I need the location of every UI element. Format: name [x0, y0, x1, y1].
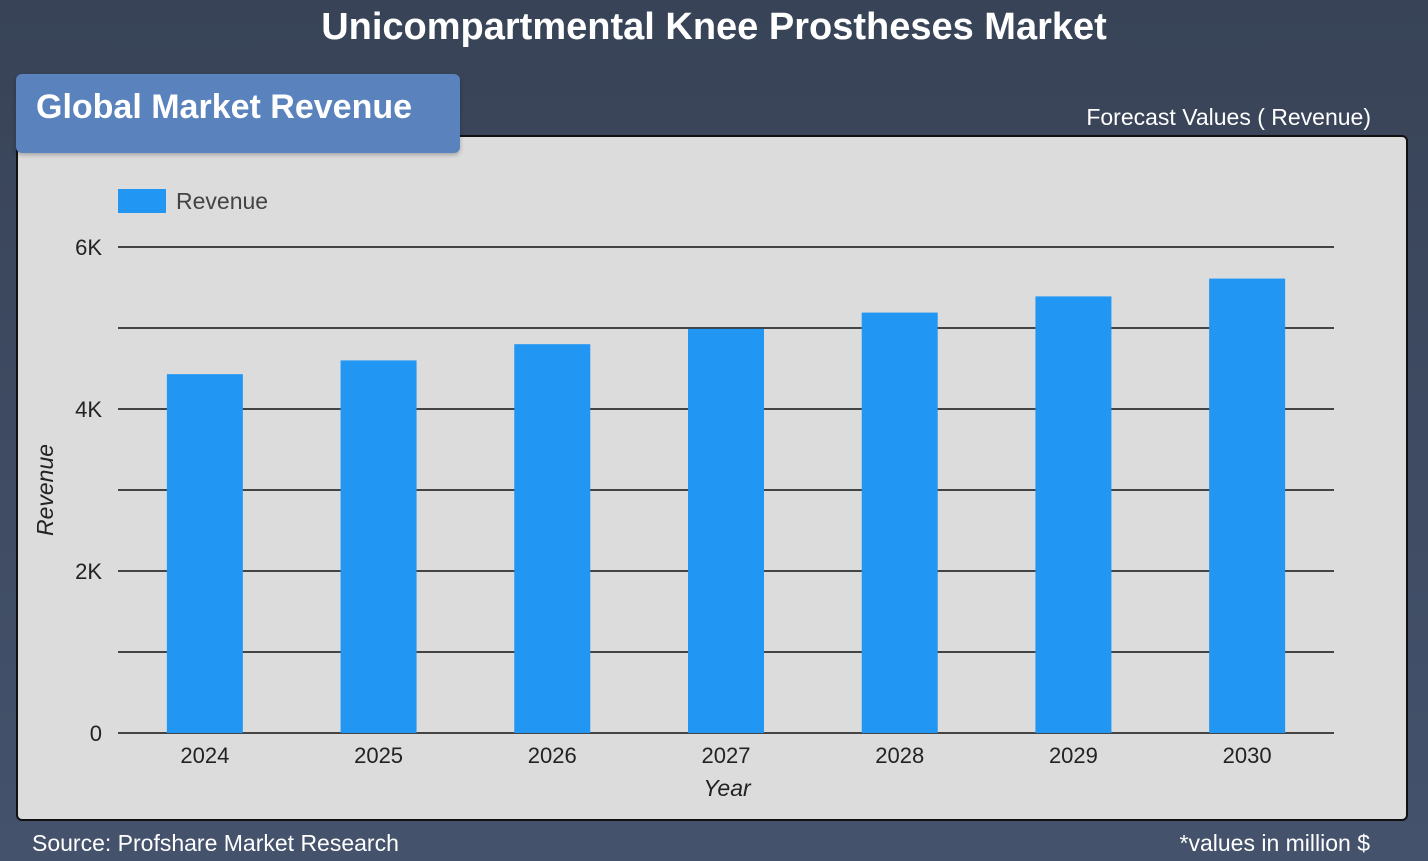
y-tick-label: 0 [90, 721, 102, 746]
bar-2026 [514, 344, 591, 733]
bar-2024 [166, 374, 243, 733]
global-market-revenue-badge: Global Market Revenue [16, 74, 460, 153]
x-tick-label: 2029 [1049, 743, 1098, 768]
units-note: *values in million $ [1179, 830, 1370, 856]
y-tick-label: 4K [75, 397, 102, 422]
bar-2025 [340, 360, 417, 733]
x-tick-label: 2026 [528, 743, 577, 768]
x-tick-label: 2028 [875, 743, 924, 768]
chart-title: Unicompartmental Knee Prostheses Market [321, 6, 1107, 48]
source-note: Source: Profshare Market Research [32, 830, 399, 856]
bar-2028 [861, 312, 938, 733]
bar-2027 [688, 328, 764, 733]
badge-label: Global Market Revenue [36, 88, 413, 126]
x-tick-label: 2030 [1223, 743, 1272, 768]
y-tick-label: 2K [75, 559, 102, 584]
y-tick-label: 6K [75, 235, 102, 260]
x-tick-label: 2027 [702, 743, 751, 768]
y-axis-label: Revenue [32, 444, 58, 536]
x-tick-label: 2025 [354, 743, 403, 768]
legend-label: Revenue [176, 188, 268, 214]
forecast-values-label: Forecast Values ( Revenue) [1086, 104, 1371, 130]
bar-2029 [1035, 296, 1112, 733]
x-tick-label: 2024 [180, 743, 229, 768]
legend-swatch [118, 189, 166, 213]
bar-2030 [1209, 278, 1286, 733]
x-axis-label: Year [703, 775, 752, 801]
